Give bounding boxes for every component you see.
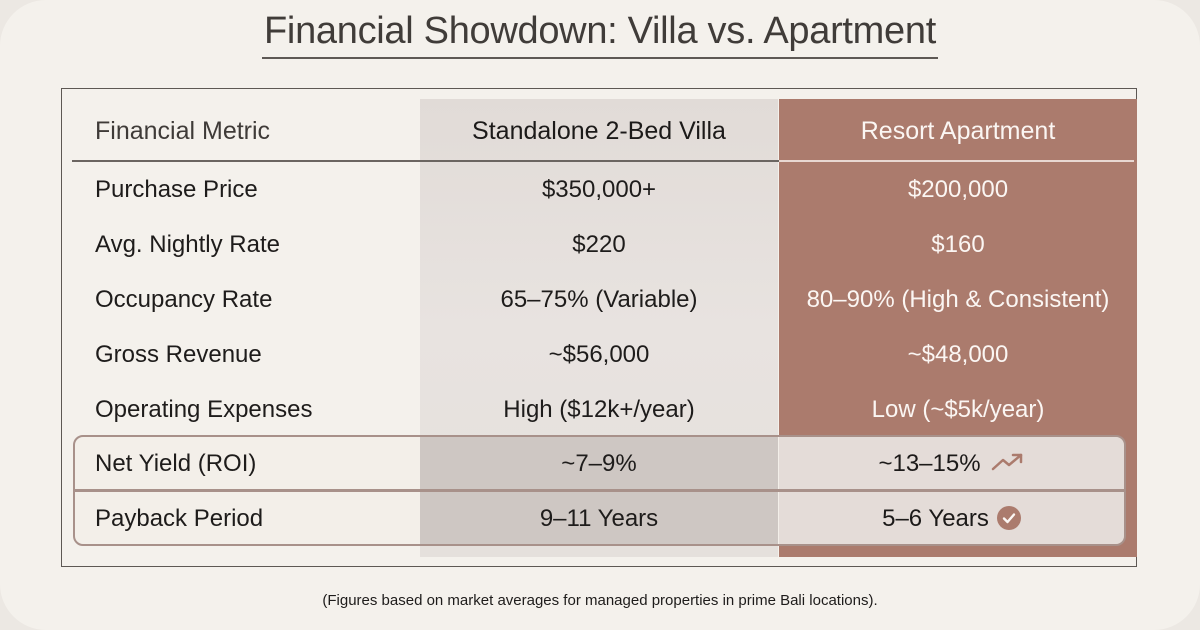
row-villa-value: ~7–9% xyxy=(561,450,637,477)
row-apartment-value: ~13–15% xyxy=(779,449,1124,480)
row-villa-value: 65–75% (Variable) xyxy=(500,286,698,313)
trending-up-icon xyxy=(991,450,1025,480)
row-metric: Gross Revenue xyxy=(95,341,262,368)
row-apartment-value: 5–6 Years xyxy=(779,504,1124,534)
row-apartment-value: $160 xyxy=(931,231,985,258)
row-apartment-value: Low (~$5k/year) xyxy=(871,396,1045,423)
header-apartment: Resort Apartment xyxy=(860,117,1056,145)
row-apartment-value: $200,000 xyxy=(907,176,1009,203)
header-divider xyxy=(72,160,779,162)
row-metric: Payback Period xyxy=(95,505,264,532)
row-metric: Net Yield (ROI) xyxy=(95,450,257,477)
header-metric: Financial Metric xyxy=(95,117,271,145)
row-villa-value: 9–11 Years xyxy=(539,505,659,532)
check-circle-icon xyxy=(996,505,1021,530)
header-villa: Standalone 2-Bed Villa xyxy=(472,117,726,145)
row-apartment-value: 80–90% (High & Consistent) xyxy=(806,286,1110,313)
page-title: Financial Showdown: Villa vs. Apartment xyxy=(0,10,1200,59)
row-metric: Purchase Price xyxy=(95,176,258,203)
row-metric: Avg. Nightly Rate xyxy=(95,231,280,258)
highlight-divider xyxy=(75,489,1124,492)
row-villa-value: High ($12k+/year) xyxy=(503,396,695,423)
row-apartment-value: ~$48,000 xyxy=(907,341,1009,368)
row-villa-value: ~$56,000 xyxy=(548,341,650,368)
row-metric: Operating Expenses xyxy=(95,396,313,423)
row-metric: Occupancy Rate xyxy=(95,286,273,313)
row-villa-value: $220 xyxy=(572,231,626,258)
footnote: (Figures based on market averages for ma… xyxy=(322,592,878,609)
header-divider-apartment xyxy=(779,160,1134,162)
row-villa-value: $350,000+ xyxy=(541,176,657,203)
